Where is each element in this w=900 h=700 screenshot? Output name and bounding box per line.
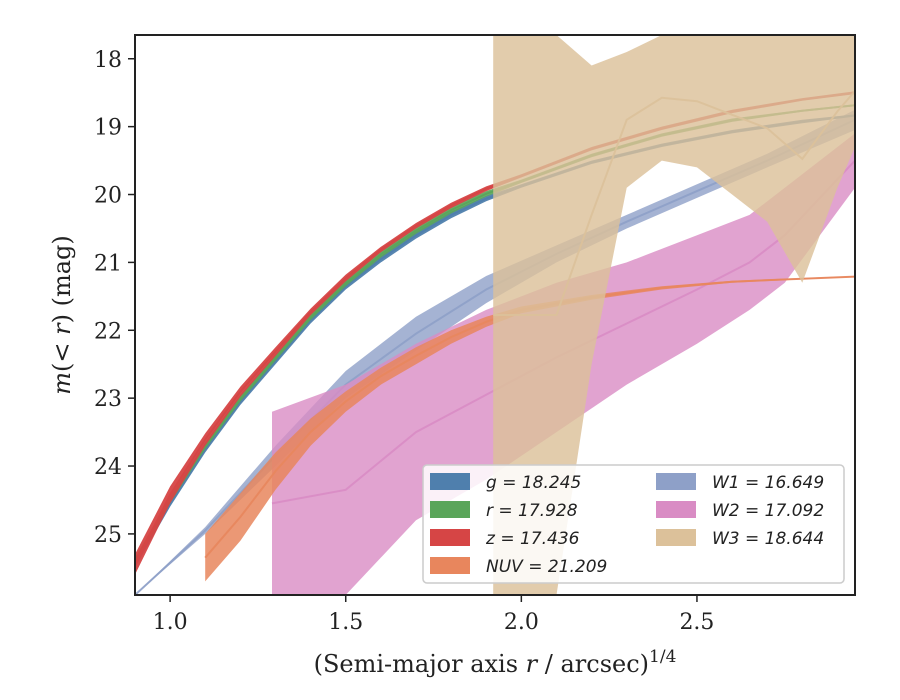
y-axis-title-var: r (48, 322, 76, 335)
y-axis-title: m(< r) (mag) (48, 235, 76, 395)
legend-swatch (656, 529, 696, 546)
y-axis-title-m: m (48, 372, 76, 395)
y-tick-label: 22 (94, 319, 122, 344)
series-layer (135, 35, 855, 595)
legend-swatch (430, 501, 470, 518)
legend-label: W3 = 18.644 (712, 529, 824, 549)
legend-label: r = 17.928 (486, 501, 578, 521)
legend-label: W1 = 16.649 (712, 473, 824, 493)
y-tick-label: 23 (94, 387, 122, 412)
legend-label: g = 18.245 (486, 473, 581, 493)
legend-swatch (430, 529, 470, 546)
x-axis-title-pre: (Semi-major axis (314, 650, 526, 678)
y-tick-label: 21 (94, 251, 122, 276)
x-axis-title-var: r (526, 650, 539, 678)
x-tick-label: 1.0 (153, 610, 188, 635)
legend-box (422, 464, 845, 584)
x-tick-label: 2.5 (679, 610, 714, 635)
legend-swatch (430, 557, 470, 574)
y-axis: 18 19 20 21 22 23 24 25 (94, 48, 135, 548)
legend: g = 18.245 r = 17.928 z = 17.436 NUV = 21.2… (422, 464, 845, 584)
x-axis-title-exp: 1/4 (649, 647, 676, 667)
y-tick-label: 19 (94, 116, 122, 141)
y-tick-label: 25 (94, 523, 122, 548)
y-tick-label: 18 (94, 48, 122, 73)
y-tick-label: 24 (94, 455, 122, 480)
legend-swatch (656, 501, 696, 518)
series-band-6 (493, 35, 855, 595)
y-axis-title-post: ) (mag) (48, 235, 76, 323)
legend-label: W2 = 17.092 (712, 501, 824, 521)
legend-label: z = 17.436 (485, 529, 580, 549)
x-axis-title: (Semi-major axis r / arcsec)1/4 (314, 647, 677, 678)
series-line-6 (493, 90, 855, 316)
series-line-3 (204, 275, 855, 559)
x-tick-label: 2.0 (504, 610, 539, 635)
legend-swatch (656, 473, 696, 490)
legend-swatch (430, 473, 470, 490)
y-axis-title-lt: (< (48, 335, 76, 372)
y-tick-label: 20 (94, 184, 122, 209)
x-axis-title-post: / arcsec) (537, 650, 649, 678)
x-axis: 1.0 1.5 2.0 2.5 (153, 595, 714, 635)
legend-label: NUV = 21.209 (486, 557, 607, 577)
x-tick-label: 1.5 (328, 610, 363, 635)
plot-frame (134, 34, 856, 596)
